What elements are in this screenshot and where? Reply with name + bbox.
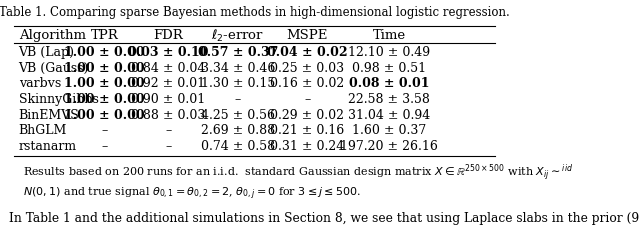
Text: In Table 1 and the additional simulations in Section 8, we see that using Laplac: In Table 1 and the additional simulation… <box>9 211 640 224</box>
Text: 0.57 ± 0.37: 0.57 ± 0.37 <box>198 46 278 59</box>
Text: 4.25 ± 0.56: 4.25 ± 0.56 <box>201 108 275 121</box>
Text: $N(0, 1)$ and true signal $\theta_{0,1} = \theta_{0,2} = 2$, $\theta_{0,j} = 0$ : $N(0, 1)$ and true signal $\theta_{0,1} … <box>24 184 362 201</box>
Text: VB (Gauss): VB (Gauss) <box>19 61 89 74</box>
Text: –: – <box>304 93 310 106</box>
Text: –: – <box>165 140 172 152</box>
Text: Table 1. Comparing sparse Bayesian methods in high-dimensional logistic regressi: Table 1. Comparing sparse Bayesian metho… <box>0 5 509 18</box>
Text: $\ell_2$-error: $\ell_2$-error <box>211 27 264 43</box>
Text: 0.90 ± 0.01: 0.90 ± 0.01 <box>131 93 205 106</box>
Text: 0.31 ± 0.24: 0.31 ± 0.24 <box>270 140 344 152</box>
Text: varbvs: varbvs <box>19 77 61 90</box>
Text: 0.21 ± 0.16: 0.21 ± 0.16 <box>270 124 344 137</box>
Text: 0.04 ± 0.02: 0.04 ± 0.02 <box>267 46 348 59</box>
Text: Algorithm: Algorithm <box>19 29 86 42</box>
Text: 1.00 ± 0.00: 1.00 ± 0.00 <box>64 77 145 90</box>
Text: 0.03 ± 0.10: 0.03 ± 0.10 <box>128 46 209 59</box>
Text: 1.00 ± 0.00: 1.00 ± 0.00 <box>64 61 145 74</box>
Text: 0.84 ± 0.04: 0.84 ± 0.04 <box>131 61 205 74</box>
Text: 0.74 ± 0.58: 0.74 ± 0.58 <box>201 140 275 152</box>
Text: 0.08 ± 0.01: 0.08 ± 0.01 <box>349 77 429 90</box>
Text: 2.69 ± 0.88: 2.69 ± 0.88 <box>201 124 275 137</box>
Text: 0.92 ± 0.01: 0.92 ± 0.01 <box>131 77 205 90</box>
Text: FDR: FDR <box>154 29 183 42</box>
Text: 0.25 ± 0.03: 0.25 ± 0.03 <box>270 61 344 74</box>
Text: –: – <box>235 93 241 106</box>
Text: 1.30 ± 0.15: 1.30 ± 0.15 <box>201 77 275 90</box>
Text: SkinnyGibbs: SkinnyGibbs <box>19 93 99 106</box>
Text: MSPE: MSPE <box>287 29 328 42</box>
Text: Time: Time <box>372 29 406 42</box>
Text: 3.34 ± 0.46: 3.34 ± 0.46 <box>201 61 275 74</box>
Text: BhGLM: BhGLM <box>19 124 67 137</box>
Text: 1.60 ± 0.37: 1.60 ± 0.37 <box>352 124 426 137</box>
Text: VB (Lap): VB (Lap) <box>19 46 75 59</box>
Text: 1.00 ± 0.00: 1.00 ± 0.00 <box>64 46 145 59</box>
Text: 22.58 ± 3.58: 22.58 ± 3.58 <box>348 93 430 106</box>
Text: 12.10 ± 0.49: 12.10 ± 0.49 <box>348 46 430 59</box>
Text: 0.88 ± 0.03: 0.88 ± 0.03 <box>131 108 205 121</box>
Text: TPR: TPR <box>91 29 118 42</box>
Text: 0.16 ± 0.02: 0.16 ± 0.02 <box>270 77 344 90</box>
Text: 197.20 ± 26.16: 197.20 ± 26.16 <box>340 140 438 152</box>
Text: 1.00 ± 0.00: 1.00 ± 0.00 <box>64 108 145 121</box>
Text: BinEMVS: BinEMVS <box>19 108 79 121</box>
Text: 1.00 ± 0.00: 1.00 ± 0.00 <box>64 93 145 106</box>
Text: –: – <box>101 124 108 137</box>
Text: –: – <box>165 124 172 137</box>
Text: 31.04 ± 0.94: 31.04 ± 0.94 <box>348 108 430 121</box>
Text: 0.98 ± 0.51: 0.98 ± 0.51 <box>352 61 426 74</box>
Text: –: – <box>101 140 108 152</box>
Text: rstanarm: rstanarm <box>19 140 77 152</box>
Text: Results based on 200 runs for an i.i.d.  standard Gaussian design matrix $X \in : Results based on 200 runs for an i.i.d. … <box>24 161 573 182</box>
Text: 0.29 ± 0.02: 0.29 ± 0.02 <box>270 108 344 121</box>
